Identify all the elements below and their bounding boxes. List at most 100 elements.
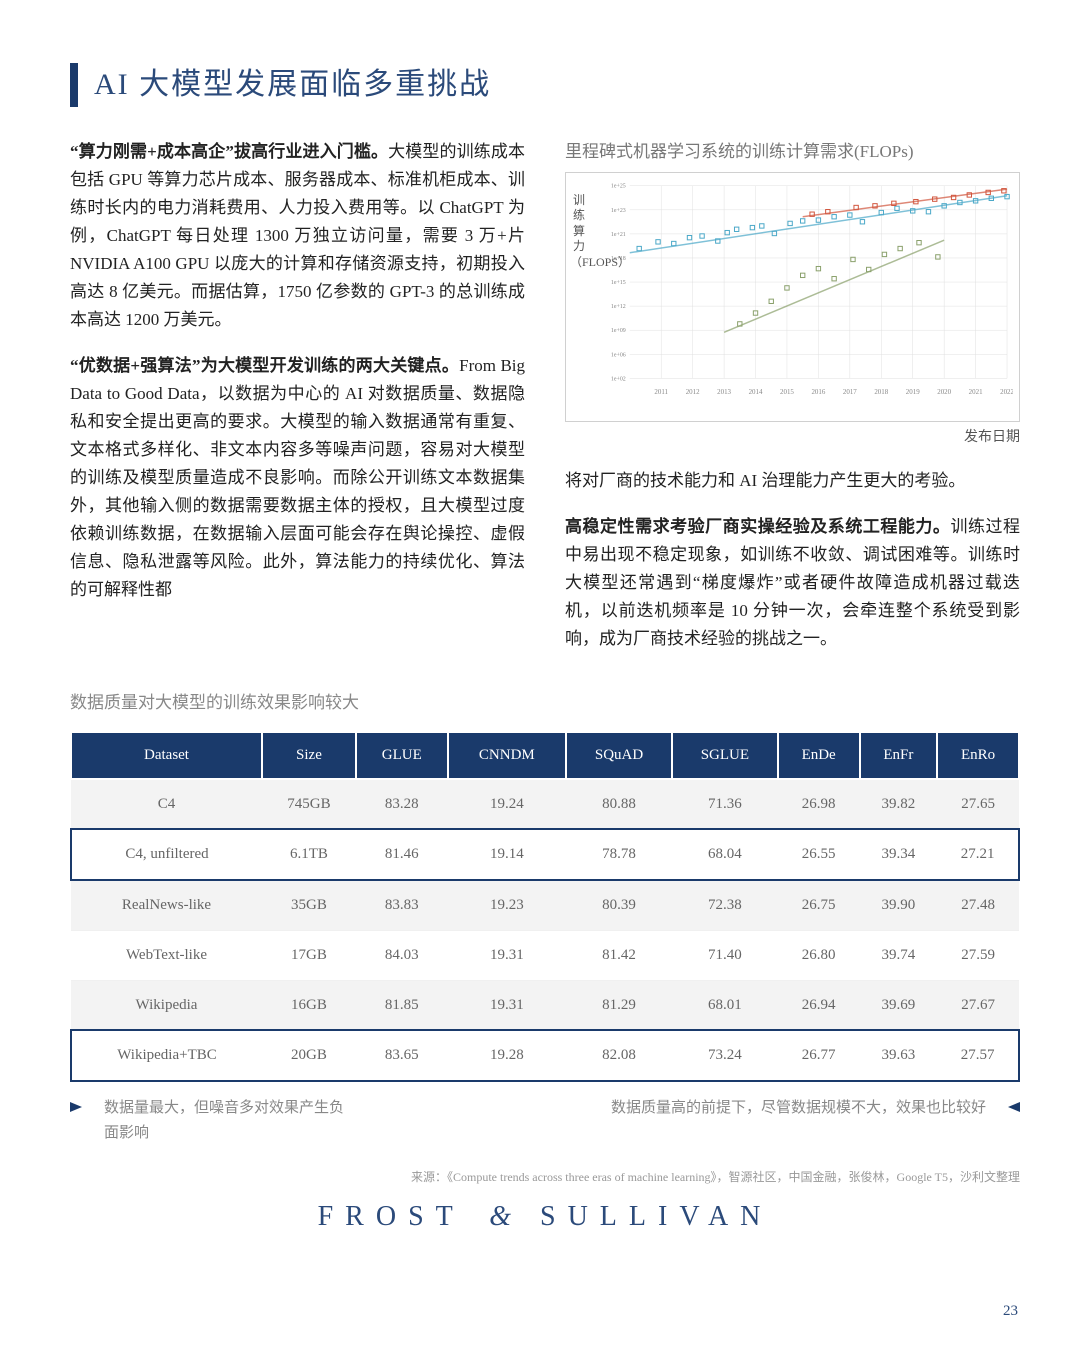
table-cell: 80.88 [566,779,672,830]
brand-right: SULLIVAN [540,1201,772,1232]
table-cell: C4 [71,779,262,830]
source-citation: 来源：《Compute trends across three eras of … [70,1168,1020,1188]
chart-canvas: 2011 2012 2013 2014 2015 2016 2017 2018 2019 2020… [596,179,1013,399]
svg-text:1e+25: 1e+25 [611,183,626,189]
table-cell: 80.39 [566,880,672,930]
table-cell: 84.03 [356,930,448,980]
table-cell: 39.82 [860,779,938,830]
table-header-cell: SQuAD [566,732,672,779]
svg-text:2013: 2013 [717,388,731,396]
title-accent-bar [70,63,78,107]
table-cell: 19.31 [448,980,567,1030]
table-cell: 26.75 [778,880,860,930]
table-header-cell: EnDe [778,732,860,779]
table-cell: 17GB [262,930,356,980]
title-block: AI 大模型发展面临多重挑战 [70,60,1020,110]
table-caption: 数据质量对大模型的训练效果影响较大 [70,689,1020,717]
svg-text:2016: 2016 [811,388,825,396]
p1-body: 大模型的训练成本包括 GPU 等算力芯片成本、服务器成本、标准机柜成本、训练时长… [70,142,525,329]
table-cell: 19.31 [448,930,567,980]
table-cell: 27.21 [937,829,1019,880]
callout-right: 数据质量高的前提下，尽管数据规模不大，效果也比较好 [611,1096,1020,1146]
table-row: WebText-like17GB84.0319.3181.4271.4026.8… [71,930,1019,980]
svg-text:2017: 2017 [843,388,857,396]
svg-text:2022: 2022 [1000,388,1013,396]
table-header-cell: Dataset [71,732,262,779]
table-cell: 19.28 [448,1030,567,1081]
table-cell: 19.24 [448,779,567,830]
dataset-quality-table: DatasetSizeGLUECNNDMSQuADSGLUEEnDeEnFrEn… [70,731,1020,1082]
table-cell: 82.08 [566,1030,672,1081]
table-cell: 26.80 [778,930,860,980]
svg-text:2019: 2019 [906,388,920,396]
brand-left: FROST [318,1201,465,1232]
table-header-cell: Size [262,732,356,779]
paragraph-2: “优数据+强算法”为大模型开发训练的两大关键点。From Big Data to… [70,352,525,604]
table-cell: Wikipedia+TBC [71,1030,262,1081]
table-cell: 19.23 [448,880,567,930]
table-cell: 83.65 [356,1030,448,1081]
footer-brand: FROST & SULLIVAN [70,1194,1020,1240]
svg-text:2020: 2020 [937,388,951,396]
svg-text:1e+12: 1e+12 [611,304,626,310]
table-body: C4745GB83.2819.2480.8871.3626.9839.8227.… [71,779,1019,1082]
svg-text:2012: 2012 [686,388,700,396]
content-columns: “算力刚需+成本高企”拔高行业进入门槛。大模型的训练成本包括 GPU 等算力芯片… [70,138,1020,671]
table-cell: Wikipedia [71,980,262,1030]
table-cell: 6.1TB [262,829,356,880]
table-header-cell: CNNDM [448,732,567,779]
table-row: RealNews-like35GB83.8319.2380.3972.3826.… [71,880,1019,930]
brand-ampersand: & [489,1201,515,1232]
table-cell: 39.34 [860,829,938,880]
svg-text:1e+02: 1e+02 [611,376,626,382]
table-cell: 72.38 [672,880,778,930]
callout-right-text: 数据质量高的前提下，尽管数据规模不大，效果也比较好 [611,1100,986,1116]
table-cell: 68.01 [672,980,778,1030]
p2-body: From Big Data to Good Data，以数据为中心的 AI 对数… [70,356,525,599]
svg-text:2018: 2018 [874,388,888,396]
right-column: 里程碑式机器学习系统的训练计算需求(FLOPs) 训练算力（FLOPS） 201… [565,138,1020,671]
svg-text:2014: 2014 [749,388,763,396]
svg-text:2021: 2021 [969,388,983,396]
table-header-cell: GLUE [356,732,448,779]
table-cell: 26.94 [778,980,860,1030]
svg-text:1e+06: 1e+06 [611,352,626,358]
table-cell: 27.65 [937,779,1019,830]
table-cell: 71.40 [672,930,778,980]
p2-lead: “优数据+强算法”为大模型开发训练的两大关键点。 [70,356,459,375]
table-header-row: DatasetSizeGLUECNNDMSQuADSGLUEEnDeEnFrEn… [71,732,1019,779]
table-cell: 39.74 [860,930,938,980]
table-header-cell: EnFr [860,732,938,779]
paragraph-4: 高稳定性需求考验厂商实操经验及系统工程能力。训练过程中易出现不稳定现象，如训练不… [565,513,1020,653]
table-cell: 27.57 [937,1030,1019,1081]
table-cell: 78.78 [566,829,672,880]
chart-title: 里程碑式机器学习系统的训练计算需求(FLOPs) [565,138,1020,166]
table-cell: 81.85 [356,980,448,1030]
table-cell: 16GB [262,980,356,1030]
table-cell: 39.69 [860,980,938,1030]
svg-text:1e+15: 1e+15 [611,280,626,286]
table-cell: 35GB [262,880,356,930]
table-row: Wikipedia+TBC20GB83.6519.2882.0873.2426.… [71,1030,1019,1081]
table-cell: 73.24 [672,1030,778,1081]
table-cell: 27.59 [937,930,1019,980]
table-cell: 27.67 [937,980,1019,1030]
table-cell: 26.77 [778,1030,860,1081]
arrow-right-icon [70,1102,82,1112]
svg-text:1e+23: 1e+23 [611,207,626,213]
chart-ylabel: 训练算力（FLOPS） [570,193,588,271]
svg-text:1e+09: 1e+09 [611,328,626,334]
table-row: C4745GB83.2819.2480.8871.3626.9839.8227.… [71,779,1019,830]
callout-left: 数据量最大，但噪音多对效果产生负面影响 [70,1096,350,1146]
table-cell: 83.28 [356,779,448,830]
p1-lead: “算力刚需+成本高企”拔高行业进入门槛。 [70,142,388,161]
svg-text:2015: 2015 [780,388,794,396]
table-cell: 71.36 [672,779,778,830]
flops-chart: 训练算力（FLOPS） 2011 2012 2013 2014 2015 2016 2017… [565,172,1020,422]
chart-xlabel: 发布日期 [565,426,1020,449]
svg-text:2011: 2011 [654,388,668,396]
table-cell: 81.29 [566,980,672,1030]
paragraph-1: “算力刚需+成本高企”拔高行业进入门槛。大模型的训练成本包括 GPU 等算力芯片… [70,138,525,334]
p4-body: 训练过程中易出现不稳定现象，如训练不收敛、调试困难等。训练时大模型还常遇到“梯度… [565,517,1020,648]
p4-lead: 高稳定性需求考验厂商实操经验及系统工程能力。 [565,517,950,536]
